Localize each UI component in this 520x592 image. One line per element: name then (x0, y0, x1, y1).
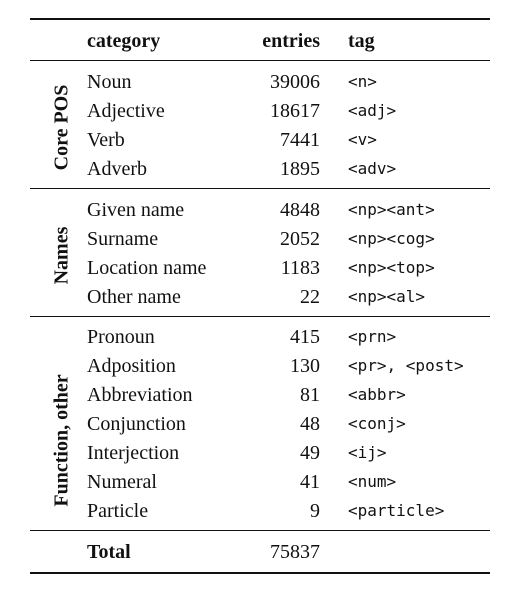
row-entries: 49 (300, 442, 320, 464)
row-tag: <n> (348, 72, 377, 91)
row-category: Verb (87, 129, 125, 151)
row-category: Surname (87, 228, 159, 250)
total-label: Total (87, 541, 131, 563)
row-category: Interjection (87, 442, 180, 464)
row-category: Pronoun (87, 326, 155, 348)
group-label-core-pos: Core POS (50, 84, 73, 171)
row-entries: 415 (290, 326, 320, 348)
group-label-names: Names (50, 226, 73, 285)
row-tag: <adv> (348, 159, 397, 178)
row-category: Other name (87, 286, 181, 308)
row-entries: 39006 (270, 71, 320, 93)
row-category: Numeral (87, 471, 157, 493)
row-tag: <np><al> (348, 287, 426, 306)
row-tag: <abbr> (348, 385, 406, 404)
row-category: Adjective (87, 100, 165, 122)
row-tag: <prn> (348, 327, 397, 346)
row-category: Conjunction (87, 413, 186, 435)
row-entries: 7441 (280, 129, 320, 151)
row-tag: <np><ant> (348, 200, 435, 219)
row-entries: 9 (310, 500, 320, 522)
row-category: Location name (87, 257, 207, 279)
header-tag: tag (348, 30, 375, 52)
row-category: Adverb (87, 158, 147, 180)
group-rule (30, 188, 490, 189)
row-tag: <np><cog> (348, 229, 435, 248)
row-tag: <particle> (348, 501, 445, 520)
row-tag: <ij> (348, 443, 387, 462)
row-entries: 18617 (270, 100, 320, 122)
row-category: Adposition (87, 355, 176, 377)
row-category: Abbreviation (87, 384, 193, 406)
header-rule (30, 60, 490, 61)
row-entries: 81 (300, 384, 320, 406)
header-category: category (87, 30, 161, 52)
row-tag: <adj> (348, 101, 397, 120)
group-label-function-other: Function, other (50, 374, 73, 507)
row-entries: 1183 (280, 257, 320, 279)
row-tag: <np><top> (348, 258, 435, 277)
row-entries: 130 (290, 355, 320, 377)
row-entries: 2052 (280, 228, 320, 250)
row-category: Noun (87, 71, 132, 93)
row-category: Given name (87, 199, 185, 221)
row-tag: <num> (348, 472, 397, 491)
row-tag: <v> (348, 130, 377, 149)
row-entries: 22 (300, 286, 320, 308)
row-entries: 41 (300, 471, 320, 493)
total-entries: 75837 (270, 541, 320, 563)
row-tag: <conj> (348, 414, 406, 433)
row-entries: 48 (300, 413, 320, 435)
top-rule (30, 18, 490, 20)
row-tag: <pr>, <post> (348, 356, 464, 375)
row-category: Particle (87, 500, 149, 522)
group-rule (30, 316, 490, 317)
bottom-rule (30, 572, 490, 574)
row-entries: 1895 (280, 158, 320, 180)
total-rule (30, 530, 490, 531)
header-entries: entries (262, 30, 320, 52)
row-entries: 4848 (280, 199, 320, 221)
